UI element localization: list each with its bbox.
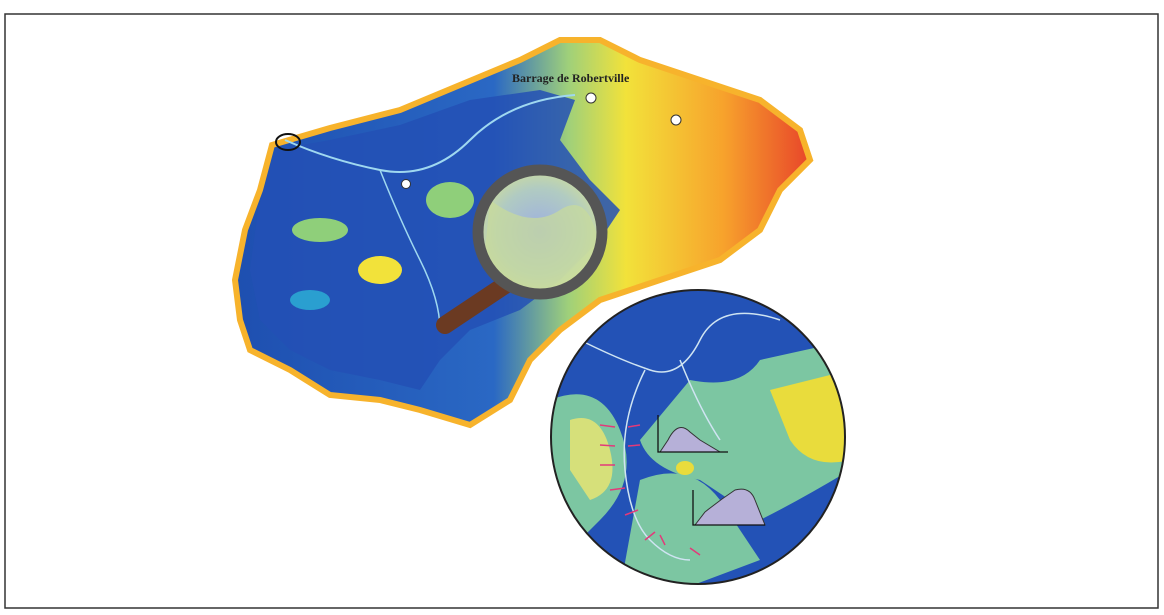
map-label: Barrage de Robertville bbox=[512, 71, 630, 85]
inset-detail bbox=[550, 289, 846, 585]
magnifier bbox=[436, 164, 608, 334]
frame bbox=[4, 13, 1159, 609]
